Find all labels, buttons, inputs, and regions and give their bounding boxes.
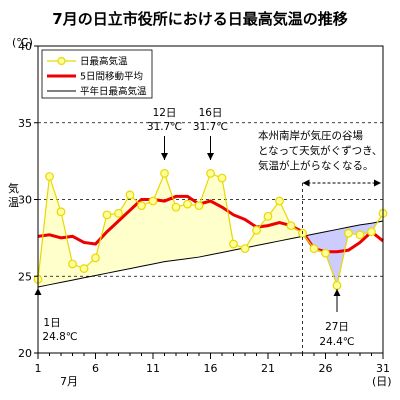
x-unit-label: (日): [372, 375, 392, 388]
legend-box: [41, 49, 153, 99]
data-point-day-27: [332, 281, 342, 290]
data-point-day-4: [68, 259, 77, 269]
fill-above-normal: [176, 204, 188, 261]
data-point-day-5: [79, 264, 89, 273]
data-point-day-21: [263, 211, 273, 221]
y-axis-label-2: 温: [8, 196, 19, 209]
y-unit-label: (℃): [12, 36, 33, 49]
chart-title: 7月の日立市役所における日最高気温の推移: [52, 10, 347, 28]
legend-label-1: 5日間移動平均: [80, 71, 143, 83]
annotation-value-27: 24.4℃: [319, 336, 354, 348]
annotation-date-27: 27日: [325, 321, 349, 333]
fill-above-normal: [210, 173, 222, 255]
fill-above-normal: [130, 194, 142, 269]
data-point-day-6: [91, 253, 100, 263]
data-point-day-23: [286, 221, 296, 230]
y-tick-label-20: 20: [18, 347, 32, 360]
data-point-day-11: [148, 196, 158, 206]
legend-label-0: 日最高気温: [80, 56, 128, 68]
annotation-value-12: 31.7℃: [147, 121, 182, 133]
annotation-value-16: 31.7℃: [193, 121, 228, 133]
annotation-arrow-12-head: [161, 153, 168, 160]
data-point-day-22: [275, 196, 284, 206]
annotation-arrow-1-head: [34, 288, 42, 295]
y-tick-label-40: 40: [18, 40, 32, 53]
data-point-day-9: [125, 190, 135, 200]
data-point-day-20: [252, 225, 261, 235]
fill-above-normal: [199, 173, 211, 258]
data-point-day-8: [114, 208, 123, 218]
x-month-label: 7月: [60, 375, 78, 388]
data-point-day-17: [217, 173, 227, 183]
fill-regions: [38, 173, 383, 287]
note-range-head-left: [302, 179, 310, 187]
series-normal-line: [37, 220, 384, 288]
note-range-head-right: [374, 179, 381, 187]
annotations: 12日 31.7℃ 16日 31.7℃ 1日 24.8℃ 27日 24.4℃ 本州南岸が気圧の谷…: [34, 107, 382, 353]
x-tick-label-21: 21: [261, 362, 275, 375]
y-tick-label-35: 35: [18, 117, 32, 130]
annotation-arrow-16-head: [207, 153, 214, 160]
fill-above-normal: [153, 173, 165, 264]
annotation-date-12: 12日: [153, 107, 177, 119]
annotation-date-16: 16日: [199, 107, 223, 119]
data-point-day-29: [355, 230, 365, 240]
fill-above-normal: [164, 173, 176, 262]
x-tick-label-11: 11: [146, 362, 160, 375]
data-point-day-12: [160, 169, 169, 178]
y-tick-label-25: 25: [18, 270, 32, 283]
annotation-date-1: 1日: [43, 317, 60, 329]
x-tick-label-16: 16: [204, 362, 218, 375]
note-line-1: となって天気がぐずつき、: [258, 144, 382, 157]
data-point-day-7: [102, 210, 112, 220]
fill-above-normal: [187, 204, 199, 259]
x-tick-label-31: 31: [376, 362, 390, 375]
x-tick-label-1: 1: [35, 362, 42, 375]
data-point-day-14: [183, 199, 192, 209]
legend-label-2: 平年日最高気温: [80, 86, 147, 98]
x-tick-label-26: 26: [319, 362, 333, 375]
data-point-day-3: [56, 207, 66, 217]
data-point-day-2: [45, 172, 54, 181]
fill-above-normal: [279, 201, 291, 241]
note-line-2: 気温が上がらなくなる。: [258, 159, 374, 172]
data-point-day-19: [240, 244, 250, 254]
annotation-value-1: 24.8℃: [42, 331, 77, 343]
fill-above-normal: [141, 201, 153, 267]
data-point-day-26: [321, 248, 330, 258]
data-point-day-15: [194, 201, 204, 211]
legend-marker-daily-max: [57, 56, 66, 66]
y-tick-label-30: 30: [18, 194, 32, 207]
data-point-day-13: [171, 202, 181, 212]
data-point-day-16: [206, 169, 215, 178]
fill-above-normal: [256, 216, 268, 246]
data-point-day-25: [309, 244, 319, 254]
fill-below-normal: [325, 229, 337, 286]
fill-above-normal: [84, 257, 96, 278]
fill-above-normal: [268, 201, 280, 244]
y-axis-label-1: 気: [8, 181, 19, 195]
note-line-0: 本州南岸が気圧の谷場: [258, 129, 363, 142]
data-point-day-30: [367, 227, 376, 237]
data-point-day-28: [344, 228, 353, 238]
x-tick-label-6: 6: [92, 362, 99, 375]
annotation-arrow-27-head: [333, 289, 341, 296]
data-point-day-10: [137, 201, 146, 211]
data-point-day-18: [229, 239, 238, 249]
